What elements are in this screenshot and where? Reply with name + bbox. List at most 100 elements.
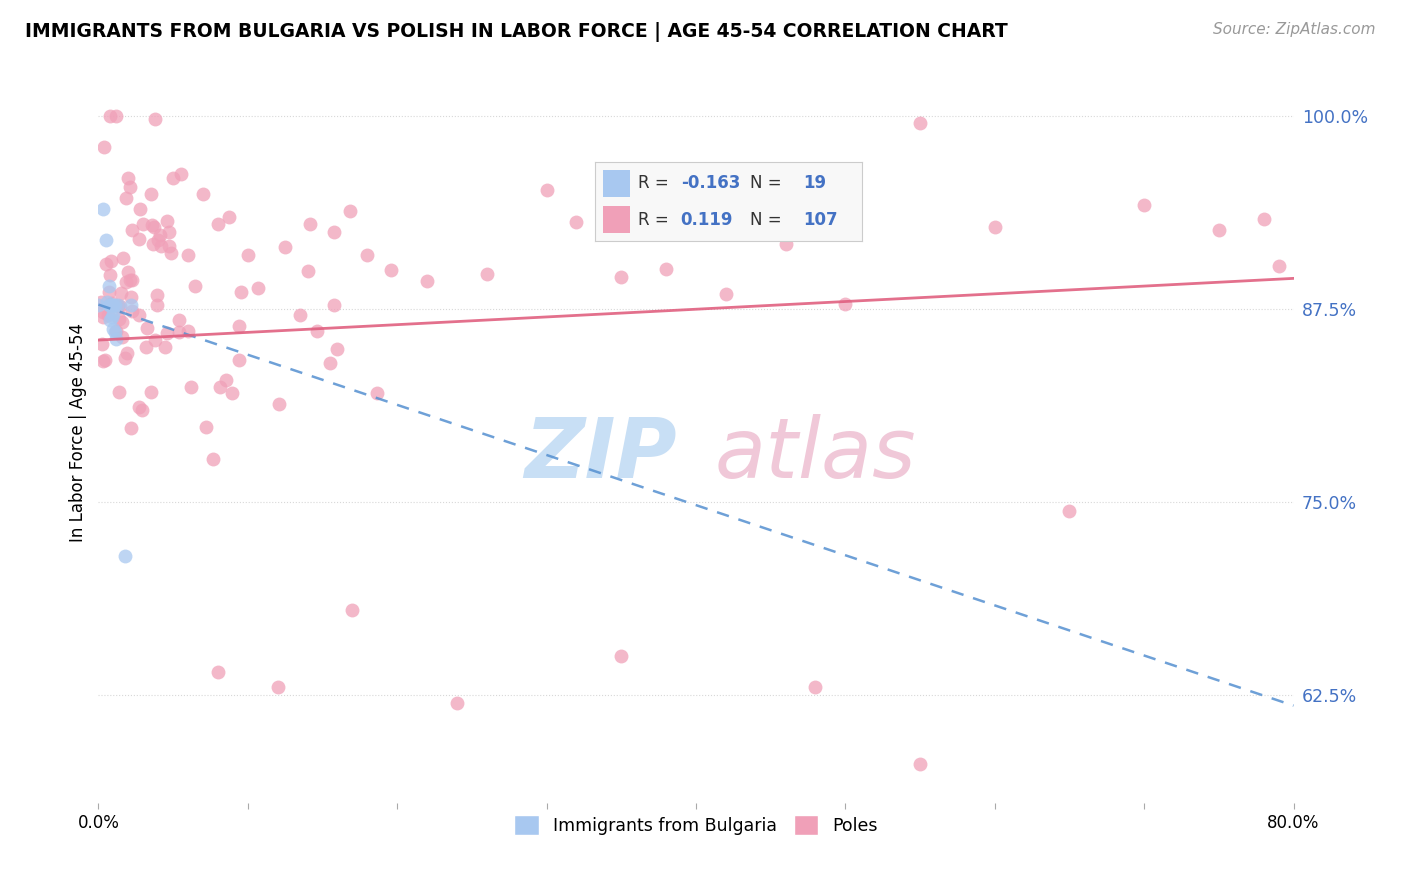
Text: 107: 107: [803, 211, 838, 228]
Point: [96, 257, 118, 271]
Point: [157, 225, 180, 239]
Point: [103, 322, 125, 336]
Point: [207, 665, 229, 679]
Point: [87, 297, 110, 311]
Point: [110, 285, 132, 300]
Point: [475, 267, 498, 281]
Text: Source: ZipAtlas.com: Source: ZipAtlas.com: [1212, 22, 1375, 37]
Point: [114, 351, 136, 365]
Point: [804, 680, 827, 694]
Point: [169, 313, 191, 327]
Point: [195, 420, 218, 434]
Point: [984, 220, 1007, 235]
Point: [323, 298, 346, 312]
Text: 0.0%: 0.0%: [77, 814, 120, 832]
Point: [775, 236, 797, 251]
Point: [319, 356, 342, 370]
Point: [96, 294, 118, 309]
Point: [108, 311, 131, 326]
Text: R =: R =: [638, 211, 673, 228]
Bar: [603, 206, 630, 233]
Point: [1267, 259, 1289, 273]
Point: [228, 319, 250, 334]
Point: [118, 179, 141, 194]
Point: [97, 279, 120, 293]
Point: [98, 297, 122, 311]
Point: [207, 218, 229, 232]
Point: [97, 308, 120, 322]
Text: -0.163: -0.163: [681, 174, 740, 193]
Point: [108, 385, 131, 400]
Point: [143, 112, 166, 126]
Point: [117, 171, 139, 186]
Point: [104, 297, 127, 311]
Point: [267, 397, 290, 411]
Point: [111, 315, 134, 329]
Point: [446, 696, 468, 710]
Point: [91, 202, 114, 216]
Point: [191, 186, 214, 201]
Point: [128, 400, 150, 414]
Point: [142, 236, 165, 251]
Point: [176, 325, 198, 339]
Point: [120, 290, 142, 304]
Point: [98, 110, 122, 124]
Point: [121, 273, 143, 287]
Point: [101, 310, 124, 324]
Point: [146, 298, 169, 312]
Point: [91, 305, 114, 319]
Point: [236, 248, 259, 262]
Point: [610, 270, 633, 285]
Point: [148, 233, 170, 247]
Point: [105, 332, 128, 346]
Point: [98, 268, 121, 282]
Point: [101, 297, 124, 311]
Point: [141, 218, 163, 232]
Point: [111, 251, 134, 265]
Point: [117, 265, 139, 279]
Point: [121, 303, 143, 318]
Point: [100, 253, 122, 268]
Point: [536, 183, 558, 197]
Point: [714, 286, 737, 301]
Point: [177, 248, 200, 262]
Point: [184, 279, 207, 293]
Point: [143, 333, 166, 347]
Point: [339, 204, 361, 219]
Point: [297, 263, 319, 277]
Point: [107, 297, 129, 311]
Point: [1208, 223, 1230, 237]
Point: [100, 296, 122, 310]
Point: [231, 285, 253, 299]
Point: [655, 262, 678, 277]
Point: [326, 343, 349, 357]
Text: IMMIGRANTS FROM BULGARIA VS POLISH IN LABOR FORCE | AGE 45-54 CORRELATION CHART: IMMIGRANTS FROM BULGARIA VS POLISH IN LA…: [25, 22, 1008, 42]
Point: [156, 326, 179, 341]
Point: [215, 373, 238, 387]
Point: [288, 308, 311, 322]
Point: [307, 325, 329, 339]
Point: [94, 352, 117, 367]
Point: [93, 354, 115, 368]
Point: [160, 245, 183, 260]
Point: [105, 110, 128, 124]
Text: 0.119: 0.119: [681, 211, 733, 228]
Point: [162, 171, 184, 186]
Point: [155, 341, 177, 355]
Text: N =: N =: [751, 211, 787, 228]
Point: [135, 321, 157, 335]
Point: [110, 299, 132, 313]
Point: [565, 215, 588, 229]
Point: [366, 385, 388, 400]
Text: 19: 19: [803, 174, 827, 193]
Point: [157, 238, 180, 252]
Point: [97, 285, 120, 299]
Point: [104, 326, 127, 340]
Point: [1133, 198, 1156, 212]
Point: [90, 294, 112, 309]
Point: [298, 218, 321, 232]
Point: [118, 273, 141, 287]
Point: [120, 297, 142, 311]
Point: [114, 191, 136, 205]
Point: [1253, 212, 1275, 227]
